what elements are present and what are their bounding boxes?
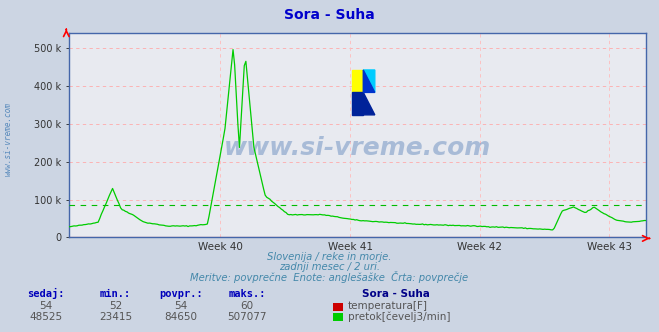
- Text: 48525: 48525: [30, 312, 63, 322]
- Text: www.si-vreme.com: www.si-vreme.com: [224, 135, 491, 160]
- Text: 60: 60: [241, 301, 254, 311]
- Text: Meritve: povprečne  Enote: anglešaške  Črta: povprečje: Meritve: povprečne Enote: anglešaške Črt…: [190, 271, 469, 283]
- Text: pretok[čevelj3/min]: pretok[čevelj3/min]: [348, 312, 451, 322]
- Text: 84650: 84650: [165, 312, 198, 322]
- Polygon shape: [363, 70, 375, 92]
- Text: zadnji mesec / 2 uri.: zadnji mesec / 2 uri.: [279, 262, 380, 272]
- Text: Sora - Suha: Sora - Suha: [284, 8, 375, 22]
- Text: maks.:: maks.:: [229, 289, 266, 299]
- Text: 54: 54: [175, 301, 188, 311]
- Text: Slovenija / reke in morje.: Slovenija / reke in morje.: [268, 252, 391, 262]
- Text: 52: 52: [109, 301, 122, 311]
- Polygon shape: [363, 70, 375, 92]
- Bar: [352, 70, 363, 92]
- Text: 23415: 23415: [99, 312, 132, 322]
- Text: povpr.:: povpr.:: [159, 289, 203, 299]
- Text: temperatura[F]: temperatura[F]: [348, 301, 428, 311]
- Polygon shape: [363, 92, 375, 115]
- Text: Sora - Suha: Sora - Suha: [362, 289, 430, 299]
- Text: 507077: 507077: [227, 312, 267, 322]
- Text: www.si-vreme.com: www.si-vreme.com: [4, 103, 13, 176]
- Text: min.:: min.:: [100, 289, 131, 299]
- Text: sedaj:: sedaj:: [28, 288, 65, 299]
- Text: 54: 54: [40, 301, 53, 311]
- Bar: [352, 92, 363, 115]
